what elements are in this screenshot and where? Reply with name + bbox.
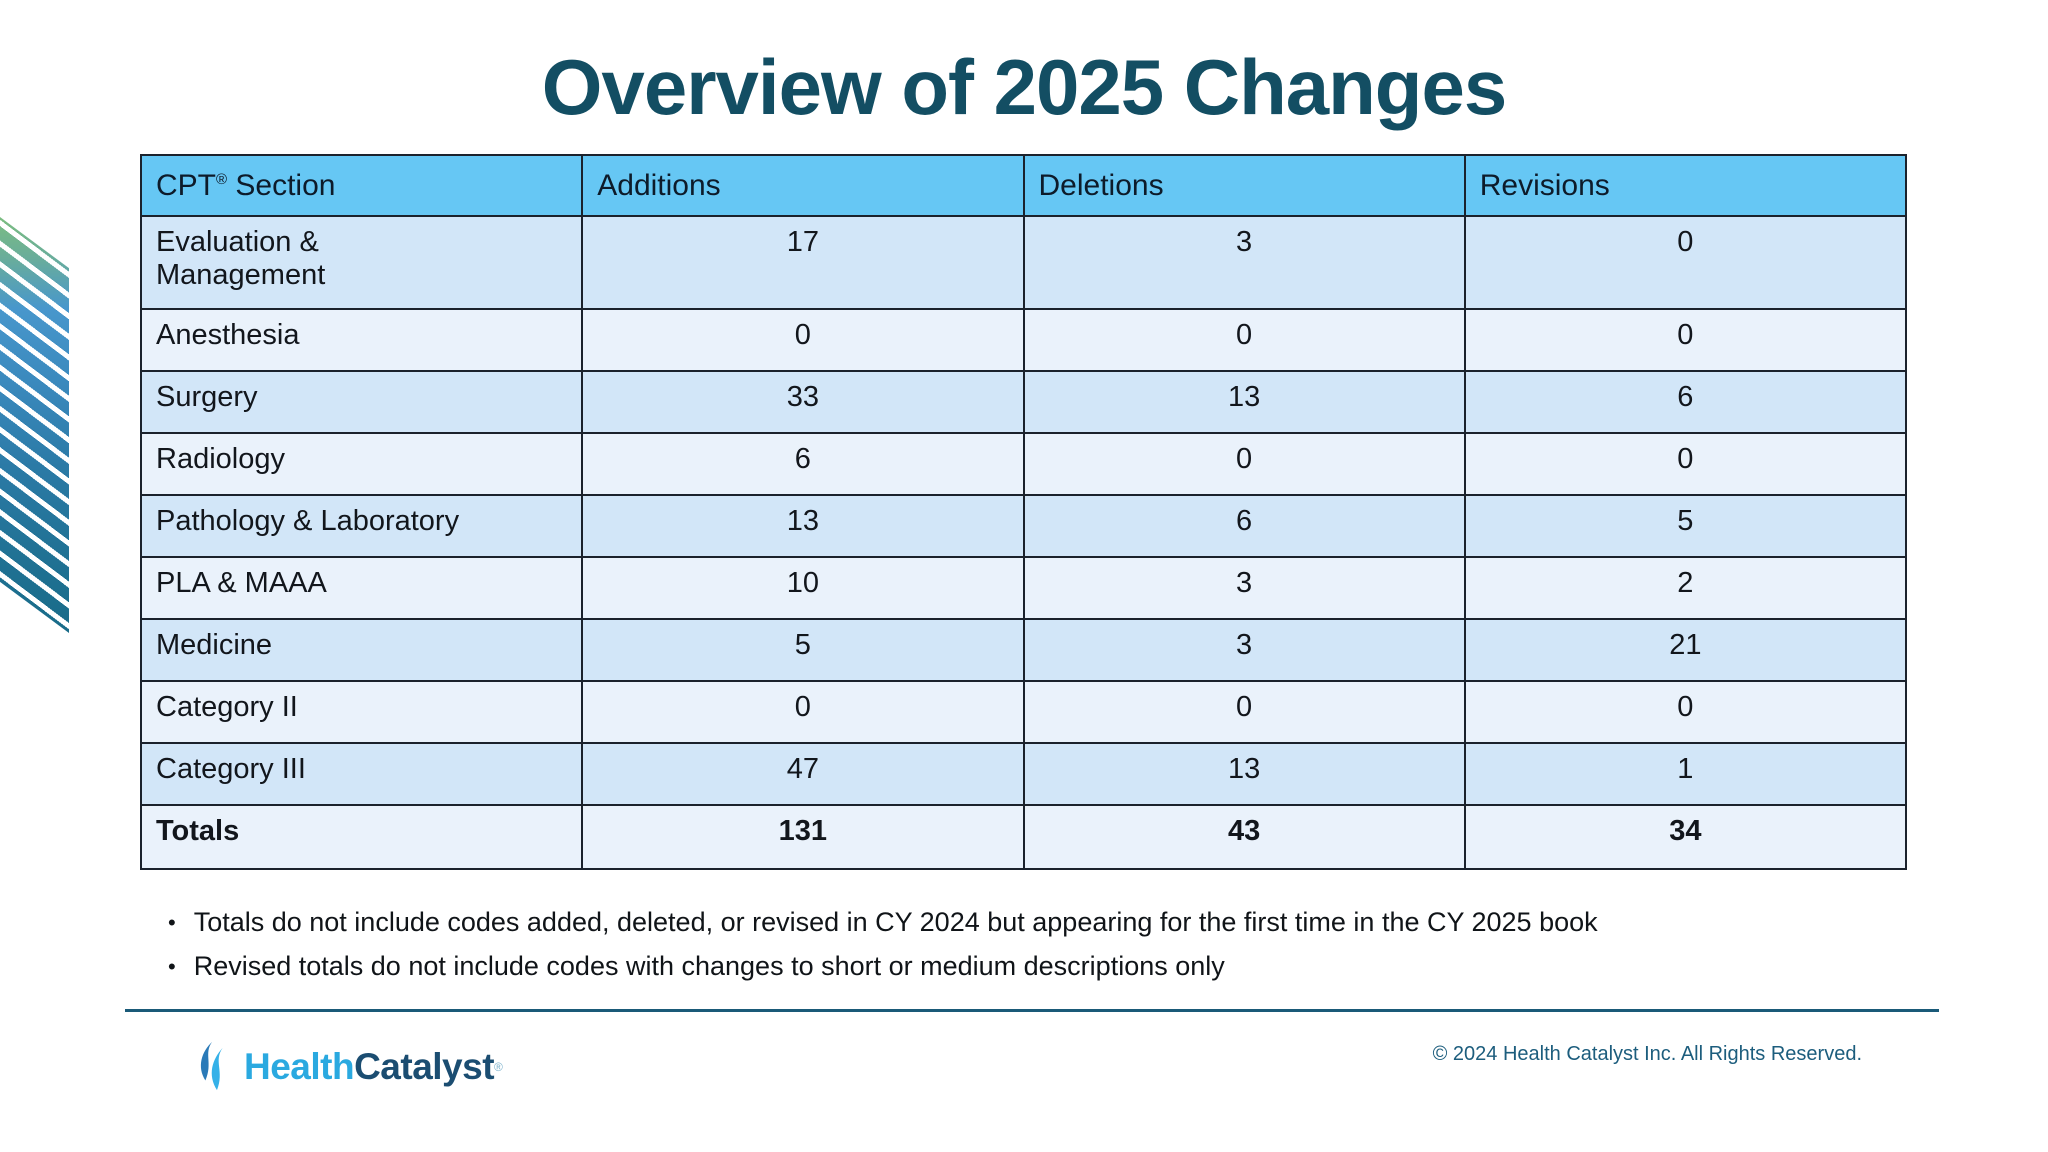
table-row-category-3: Category III 47 13 1: [139, 742, 1908, 806]
row-label: Radiology: [139, 432, 584, 496]
row-label: Evaluation & Management: [139, 215, 584, 310]
totals-label: Totals: [139, 804, 584, 870]
health-catalyst-logo: Health Catalyst ®: [196, 1040, 503, 1094]
table-row-radiology: Radiology 6 0 0: [139, 432, 1908, 496]
revisions-value: 0: [1463, 308, 1908, 372]
deletions-value: 13: [1022, 742, 1466, 806]
slide-title: Overview of 2025 Changes: [541, 43, 1507, 131]
table-row-pla-maaa: PLA & MAAA 10 3 2: [139, 556, 1908, 620]
row-label: Category II: [139, 680, 584, 744]
revisions-value: 5: [1463, 494, 1908, 558]
footer-divider-line: [125, 1009, 1939, 1012]
column-header-deletions: Deletions: [1022, 154, 1466, 217]
additions-value: 10: [581, 556, 1025, 620]
footnote-text: Revised totals do not include codes with…: [193, 951, 1225, 982]
totals-additions-value: 131: [581, 804, 1025, 870]
deletions-value: 13: [1022, 370, 1466, 434]
totals-revisions-value: 34: [1463, 804, 1908, 870]
deletions-value: 0: [1022, 680, 1466, 744]
table-row-totals: Totals 131 43 34: [139, 804, 1908, 870]
table-header-row: CPT® Section Additions Deletions Revisio…: [139, 154, 1908, 217]
additions-value: 0: [581, 680, 1025, 744]
revisions-value: 6: [1463, 370, 1908, 434]
logo-word-health: Health: [244, 1046, 355, 1087]
flame-icon: [200, 1041, 223, 1091]
additions-value: 47: [581, 742, 1025, 806]
copyright-text: © 2024 Health Catalyst Inc. All Rights R…: [1432, 1043, 1862, 1065]
additions-value: 33: [581, 370, 1025, 434]
additions-value: 13: [581, 494, 1025, 558]
deletions-value: 3: [1022, 215, 1466, 310]
column-header-revisions: Revisions: [1463, 154, 1908, 217]
revisions-value: 2: [1463, 556, 1908, 620]
footnote-item: • Revised totals do not include codes wi…: [168, 949, 1728, 984]
additions-value: 17: [581, 215, 1025, 310]
revisions-value: 0: [1463, 215, 1908, 310]
row-label: Surgery: [139, 370, 584, 434]
additions-value: 0: [581, 308, 1025, 372]
additions-value: 5: [581, 618, 1025, 682]
additions-value: 6: [581, 432, 1025, 496]
cpt-changes-table: CPT® Section Additions Deletions Revisio…: [139, 154, 1908, 870]
deletions-value: 6: [1022, 494, 1466, 558]
logo-word-catalyst: Catalyst: [354, 1046, 495, 1087]
cpt-label: CPT: [156, 168, 216, 202]
row-label: Pathology & Laboratory: [139, 494, 584, 558]
deletions-value: 0: [1022, 432, 1466, 496]
row-label-text: Evaluation & Management: [156, 226, 326, 291]
row-label: Medicine: [139, 618, 584, 682]
revisions-value: 1: [1463, 742, 1908, 806]
footnote-item: • Totals do not include codes added, del…: [168, 905, 1728, 940]
bullet-icon: •: [168, 910, 176, 935]
bullet-icon: •: [168, 954, 176, 980]
deletions-value: 0: [1022, 308, 1466, 372]
diagonal-stripes-decoration: [0, 217, 69, 633]
logo-registered-mark: ®: [494, 1060, 503, 1074]
revisions-value: 0: [1463, 432, 1908, 496]
revisions-value: 0: [1463, 680, 1908, 744]
table-row-evaluation-management: Evaluation & Management 17 3 0: [139, 215, 1908, 310]
footnotes-list: • Totals do not include codes added, del…: [168, 905, 1728, 993]
table-row-pathology-laboratory: Pathology & Laboratory 13 6 5: [139, 494, 1908, 558]
section-label: Section: [227, 168, 336, 202]
registered-mark: ®: [216, 170, 228, 188]
revisions-value: 21: [1463, 618, 1908, 682]
column-header-additions: Additions: [581, 154, 1025, 217]
row-label: Category III: [139, 742, 584, 806]
footnote-text: Totals do not include codes added, delet…: [193, 907, 1598, 937]
table-row-surgery: Surgery 33 13 6: [139, 370, 1908, 434]
table-row-anesthesia: Anesthesia 0 0 0: [139, 308, 1908, 372]
table-row-category-2: Category II 0 0 0: [139, 680, 1908, 744]
totals-deletions-value: 43: [1022, 804, 1466, 870]
column-header-cpt-section: CPT® Section: [139, 154, 584, 217]
deletions-value: 3: [1022, 556, 1466, 620]
row-label: Anesthesia: [139, 308, 584, 372]
table-row-medicine: Medicine 5 3 21: [139, 618, 1908, 682]
deletions-value: 3: [1022, 618, 1466, 682]
row-label: PLA & MAAA: [139, 556, 584, 620]
